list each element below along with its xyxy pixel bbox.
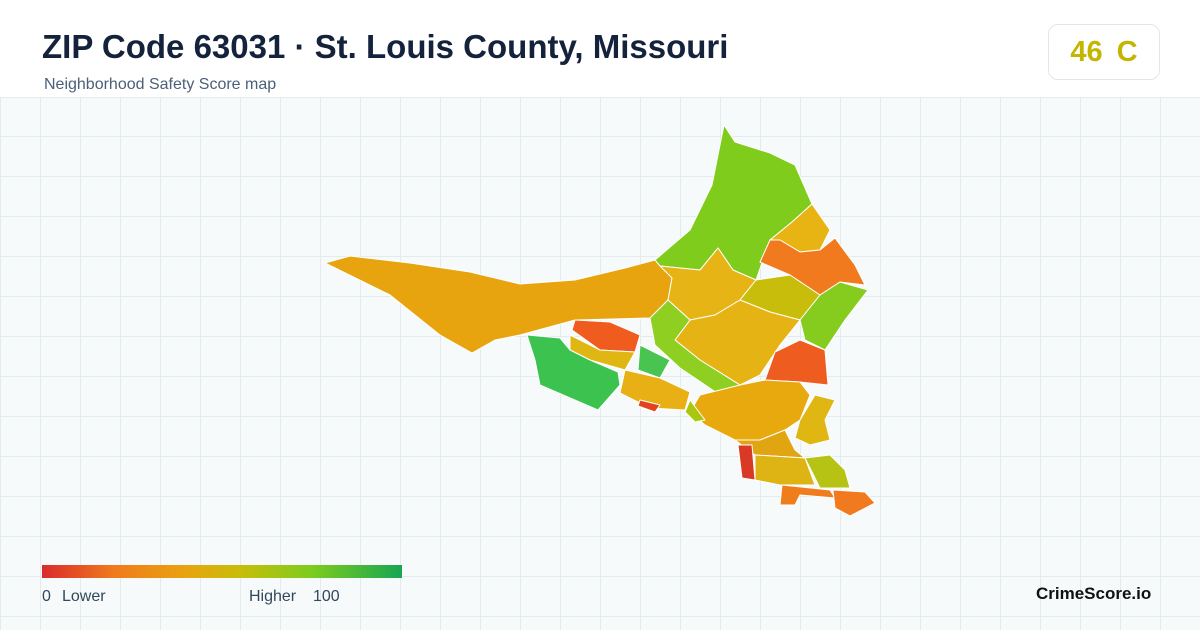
legend-min: 0 (42, 588, 51, 605)
area (754, 454, 816, 486)
area (794, 394, 836, 446)
area (799, 281, 869, 351)
area (737, 444, 756, 481)
area (649, 299, 741, 396)
subtitle: Neighborhood Safety Score map (44, 76, 277, 93)
area (779, 484, 836, 506)
title: ZIP Code 63031 · St. Louis County, Misso… (42, 28, 729, 65)
area (804, 454, 851, 489)
score-grade: C (1116, 35, 1138, 68)
area (689, 379, 811, 441)
area (759, 237, 866, 296)
score-value: 46 (1070, 35, 1103, 68)
area (684, 399, 706, 423)
legend-low-label: Lower (62, 588, 106, 605)
area (526, 334, 621, 411)
legend-max: 100 (313, 588, 340, 605)
score-badge: 46 C (1048, 24, 1160, 80)
header: ZIP Code 63031 · St. Louis County, Misso… (0, 0, 1200, 98)
legend-gradient (42, 565, 402, 578)
brand: CrimeScore.io (1036, 584, 1152, 603)
area (619, 369, 691, 411)
area (637, 399, 661, 413)
legend-high-label: Higher (249, 588, 297, 605)
area (832, 489, 876, 517)
